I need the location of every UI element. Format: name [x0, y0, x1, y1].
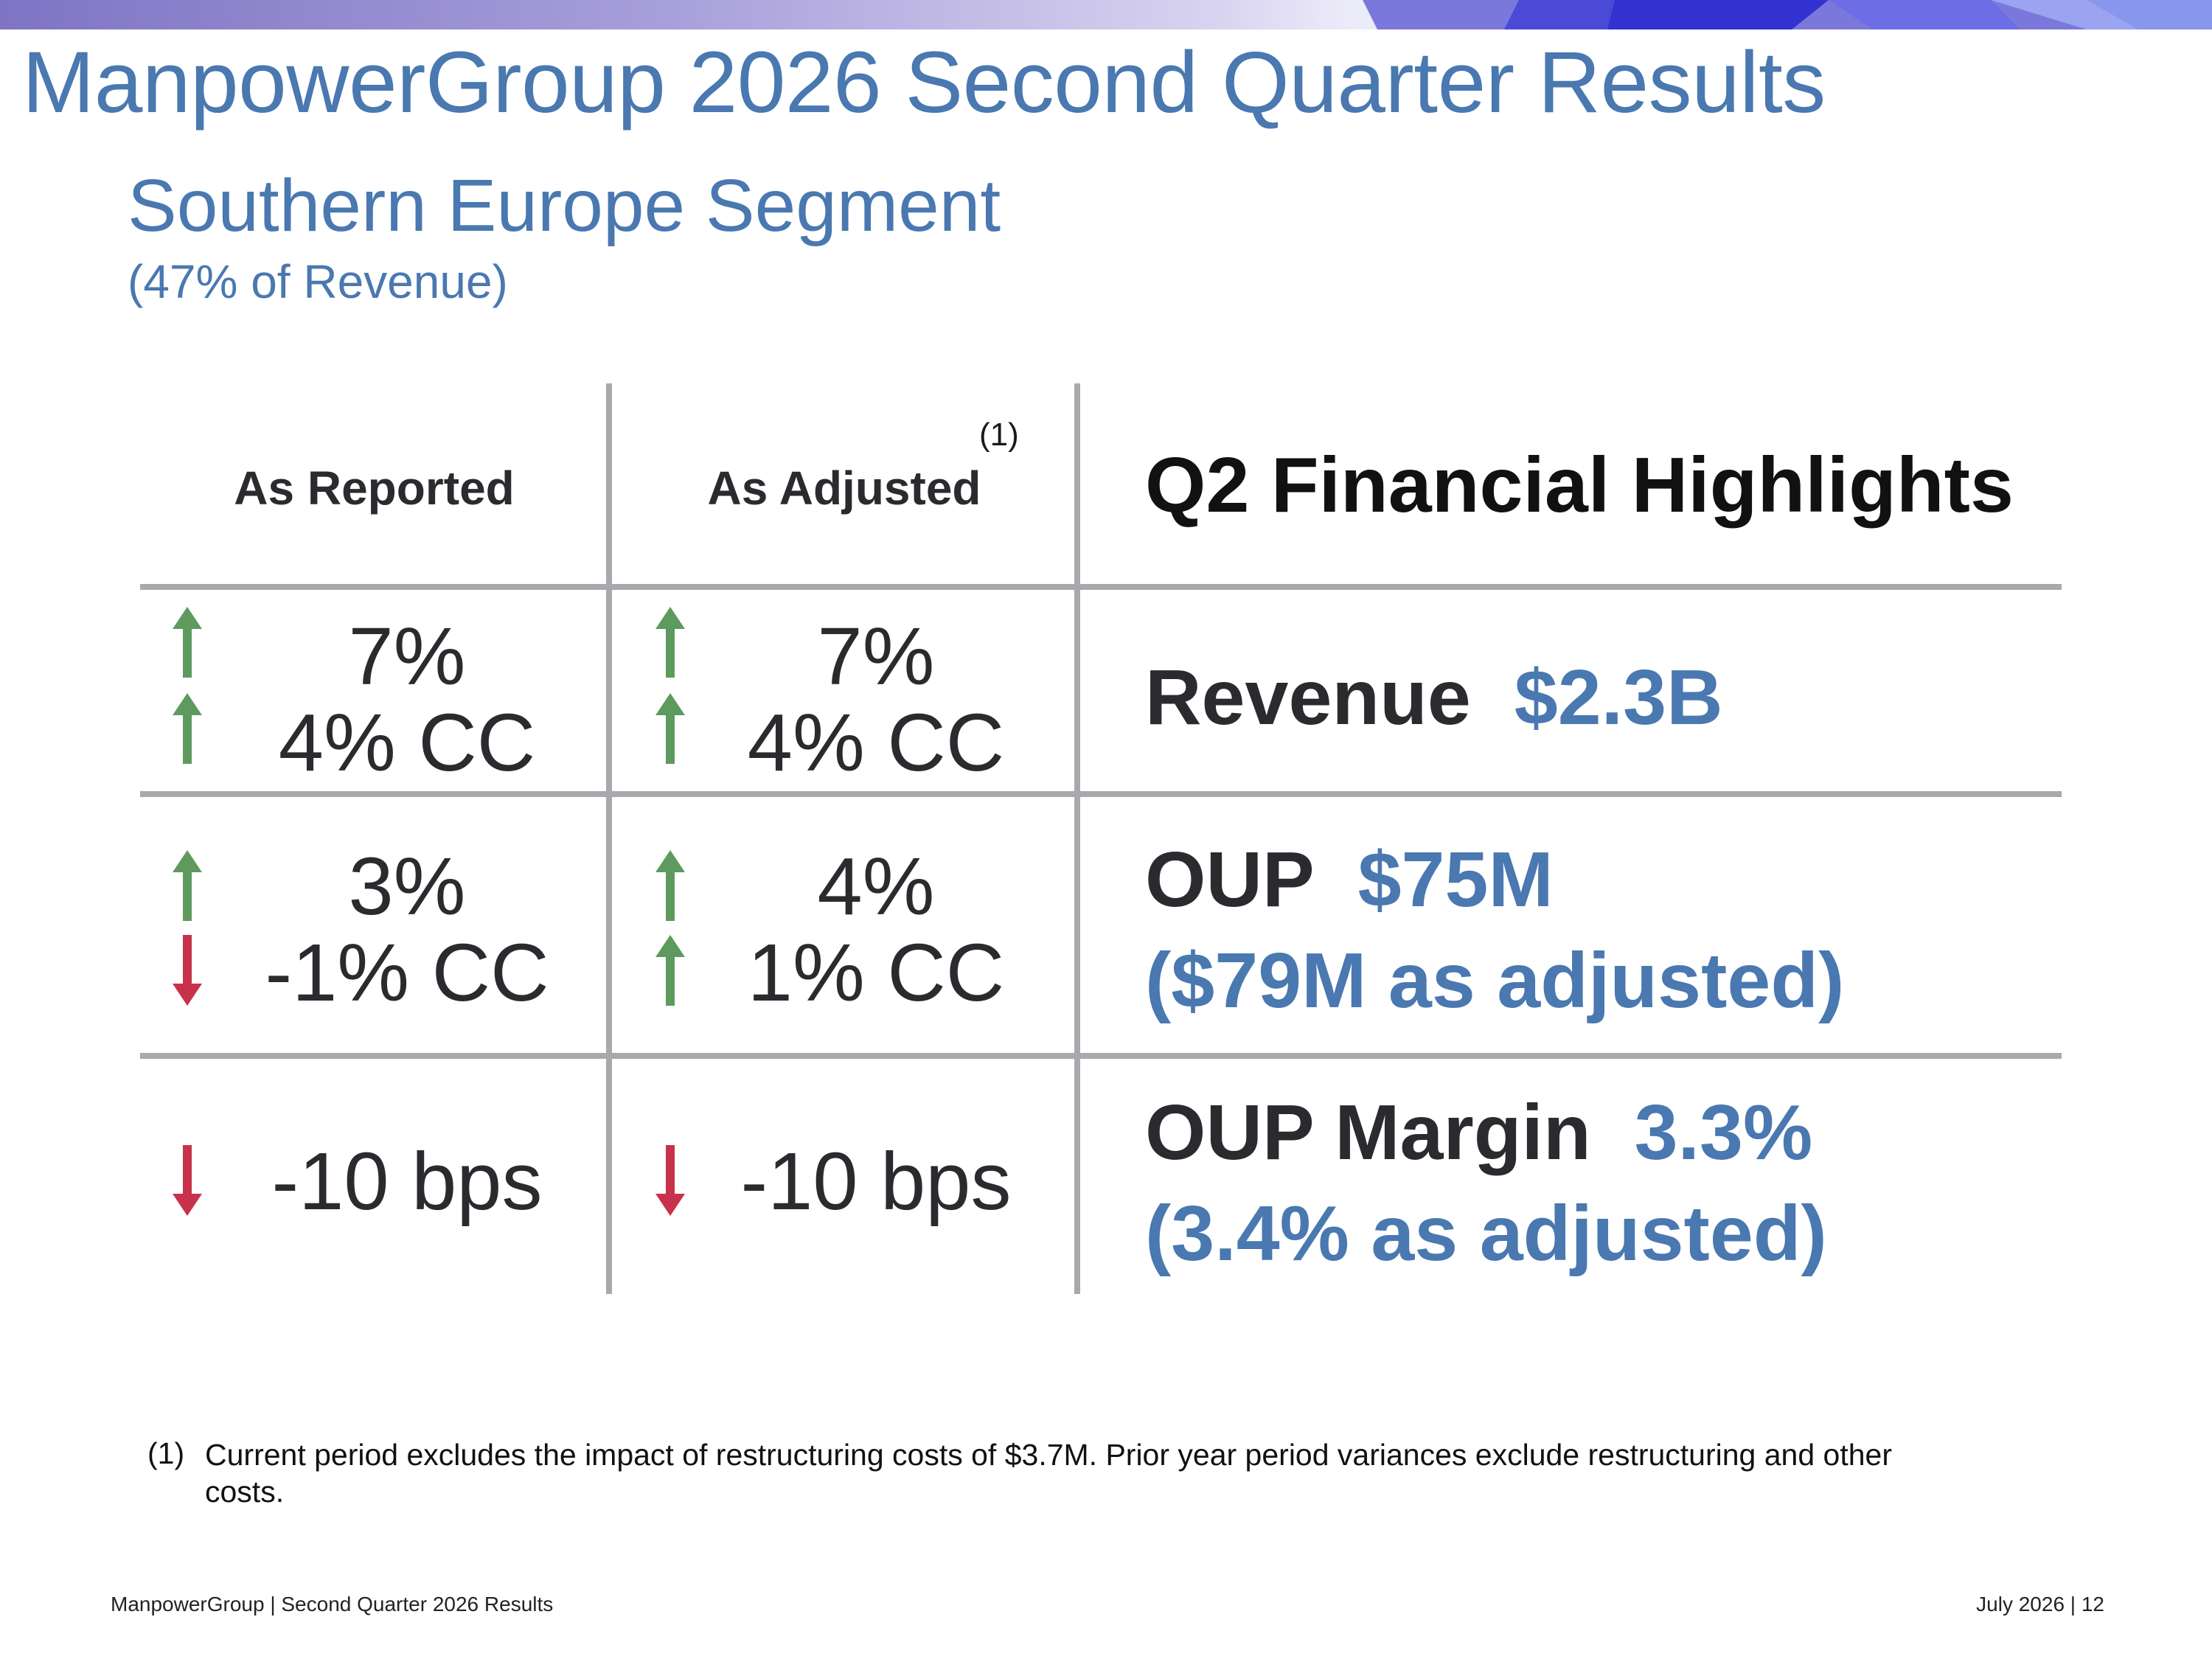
arrow-up-icon: [173, 607, 202, 678]
reported-revenue-growth-cc: 4% CC: [278, 698, 536, 788]
revenue-value: $2.3B: [1514, 654, 1723, 741]
row-divider-3: [140, 1053, 2062, 1059]
arrow-down-icon: [173, 935, 202, 1006]
column-divider-2: [1074, 383, 1080, 1294]
reported-oup-growth: 3%: [348, 841, 466, 932]
arrow-up-icon: [655, 693, 685, 764]
reported-oup-growth-cc: -1% CC: [265, 928, 549, 1018]
arrow-up-icon: [655, 850, 685, 921]
footnote-marker: (1): [147, 1436, 185, 1470]
adjusted-oup-growth: 4%: [817, 841, 935, 932]
column-divider-1: [606, 383, 612, 1294]
arrow-up-icon: [173, 693, 202, 764]
adjusted-oup-margin-change: -10 bps: [740, 1136, 1012, 1227]
arrow-up-icon: [655, 935, 685, 1006]
top-decorative-band: [0, 0, 2212, 29]
adjusted-oup-growth-cc: 1% CC: [747, 928, 1005, 1018]
revenue-highlight: Revenue $2.3B: [1145, 658, 1723, 737]
footnote-reference: (1): [979, 417, 1019, 453]
arrow-down-icon: [173, 1145, 202, 1216]
arrow-up-icon: [655, 607, 685, 678]
oup-value: $75M: [1357, 836, 1554, 923]
reported-revenue-growth: 7%: [348, 611, 466, 702]
adjusted-revenue-growth-cc: 4% CC: [747, 698, 1005, 788]
column-header-as-reported: As Reported: [234, 462, 515, 515]
oup-highlight: OUP $75M: [1145, 841, 1554, 919]
adjusted-revenue-growth: 7%: [817, 611, 935, 702]
row-divider-2: [140, 791, 2062, 797]
band-shapes: [1363, 0, 2212, 29]
column-header-as-adjusted: As Adjusted: [707, 462, 981, 515]
page-title: ManpowerGroup 2026 Second Quarter Result…: [22, 34, 1826, 131]
highlights-heading: Q2 Financial Highlights: [1145, 442, 2014, 529]
oup-margin-adjusted-note: (3.4% as adjusted): [1145, 1190, 1827, 1277]
oup-adjusted-note: ($79M as adjusted): [1145, 937, 1845, 1024]
reported-oup-margin-change: -10 bps: [271, 1136, 543, 1227]
arrow-up-icon: [173, 850, 202, 921]
row-divider-1: [140, 584, 2062, 590]
footnote-text: Current period excludes the impact of re…: [205, 1438, 1892, 1509]
oup-margin-value: 3.3%: [1634, 1089, 1813, 1176]
oup-margin-label: OUP Margin: [1145, 1089, 1591, 1176]
footer-date-page: July 2026 | 12: [1976, 1593, 2104, 1615]
oup-label: OUP: [1145, 836, 1315, 923]
revenue-label: Revenue: [1145, 654, 1471, 741]
segment-revenue-share: (47% of Revenue): [128, 255, 508, 308]
arrow-down-icon: [655, 1145, 685, 1216]
oup-margin-highlight: OUP Margin 3.3%: [1145, 1093, 1812, 1172]
segment-title: Southern Europe Segment: [128, 164, 1001, 247]
footer-source: ManpowerGroup | Second Quarter 2026 Resu…: [111, 1593, 554, 1615]
